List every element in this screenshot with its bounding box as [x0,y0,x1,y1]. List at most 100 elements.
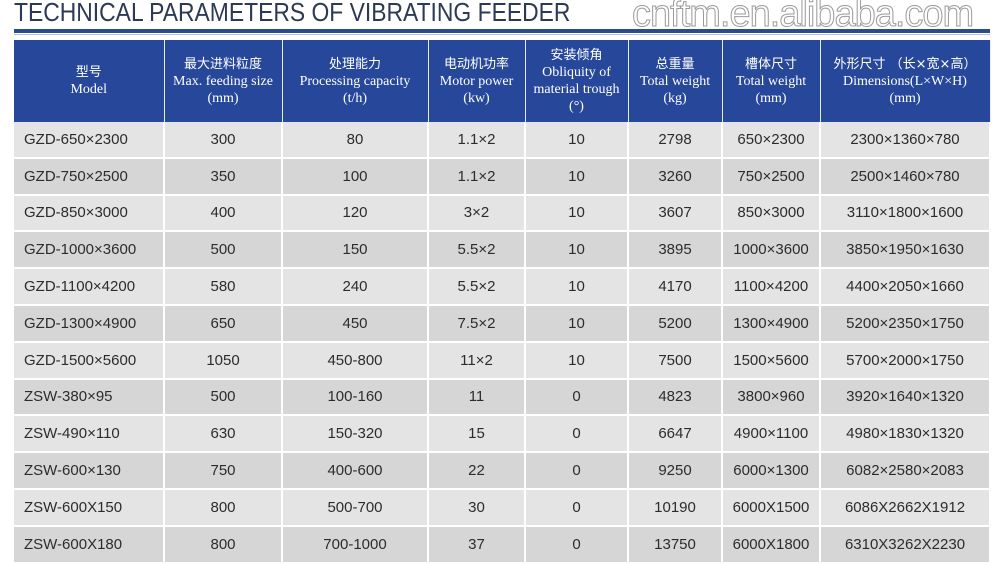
column-header: 电动机功率 Motor power (kw) [428,40,526,122]
table-cell: 10 [525,304,629,343]
table-cell: 6086X2662X1912 [820,488,991,527]
table-cell: GZD-1000×3600 [14,231,165,270]
table-cell: 10 [525,122,629,159]
table-cell: 6647 [628,415,723,454]
column-header-unit: (mm) [889,90,921,106]
table-cell: 10 [525,341,629,380]
table-cell: GZD-1100×4200 [14,268,165,306]
table-cell: 400-600 [282,452,429,490]
table-cell: 30 [428,488,526,527]
table-cell: 3800×960 [722,378,821,417]
table-cell: 10 [525,194,629,233]
table-cell: 1500×5600 [722,341,821,380]
table-row: GZD-1300×4900 650 450 7.5×2 10 5200 1300×4900 5… [14,304,991,343]
table-cell: 3260 [628,157,723,196]
table-cell: 10190 [628,488,723,527]
table-cell: 3110×1800×1600 [820,194,991,233]
column-header-cn: 安装倾角 [550,48,603,63]
column-header-en: Motor power [439,73,514,89]
table-row: ZSW-600×130 750 400-600 22 0 9250 6000×1300 608… [14,452,991,490]
table-cell: 9250 [628,452,723,490]
table-cell: 500 [164,378,283,417]
table-cell: 6000X1500 [722,488,821,527]
column-header-unit: (mm) [755,90,787,106]
table-row: GZD-650×2300 300 80 1.1×2 10 2798 650×2300 2300… [14,122,991,159]
table-cell: 300 [164,122,283,159]
column-header-en: Obliquity of material trough [533,65,620,97]
table-cell: 650×2300 [722,122,821,159]
table-cell: 150 [282,231,429,270]
column-header: 处理能力 Processing capacity (t/h) [282,40,429,122]
table-cell: 2300×1360×780 [820,122,991,159]
table-cell: 100-160 [282,378,429,417]
table-cell: ZSW-600X180 [14,525,165,564]
column-header-en: Processing capacity [299,73,411,89]
table-cell: 1.1×2 [428,122,526,159]
table-cell: 11×2 [428,341,526,380]
table-cell: 5.5×2 [428,268,526,306]
table-cell: 80 [282,122,429,159]
table-cell: 1300×4900 [722,304,821,343]
table-cell: 22 [428,452,526,490]
table-cell: 2798 [628,122,723,159]
parameters-table: 型号 Model 最大进料粒度 Max. feeding size (mm) 处理能力 Pr… [14,40,991,564]
column-header: 总重量 Total weight (kg) [628,40,723,122]
table-cell: 400 [164,194,283,233]
table-row: ZSW-490×110 630 150-320 15 0 6647 4900×1100 498… [14,415,991,454]
column-header-en: Total weight [735,73,807,89]
table-cell: 6082×2580×2083 [820,452,991,490]
column-header-unit: (kw) [463,90,490,106]
table-cell: 500 [164,231,283,270]
table-cell: 3920×1640×1320 [820,378,991,417]
table-cell: 4400×2050×1660 [820,268,991,306]
table-row: ZSW-600X180 800 700-1000 37 0 13750 6000X1800 6… [14,525,991,564]
table-cell: 1050 [164,341,283,380]
column-header-cn: 处理能力 [328,56,381,72]
column-header: 型号 Model [14,40,165,122]
table-cell: 5700×2000×1750 [820,341,991,380]
table-cell: ZSW-490×110 [14,415,165,454]
table-row: GZD-850×3000 400 120 3×2 10 3607 850×3000 3110×… [14,194,991,233]
table-cell: 750×2500 [722,157,821,196]
table-cell: 10 [525,268,629,306]
column-header-cn: 型号 [75,65,102,80]
table-cell: 3×2 [428,194,526,233]
column-header-cn: 电动机功率 [443,56,509,72]
table-cell: 0 [525,452,629,490]
column-header-cn: 槽体尺寸 [744,56,797,72]
table-row: GZD-750×2500 350 100 1.1×2 10 3260 750×2500 250… [14,157,991,196]
table-cell: 120 [282,194,429,233]
table-cell: 1000×3600 [722,231,821,270]
column-header-en: Max. feeding size [173,73,273,89]
table-cell: 500-700 [282,488,429,527]
table-cell: 6000X1800 [722,525,821,564]
table-cell: 350 [164,157,283,196]
table-cell: 450-800 [282,341,429,380]
table-cell: 150-320 [282,415,429,454]
table-cell: 0 [525,378,629,417]
table-cell: ZSW-600X150 [14,488,165,527]
column-header: 最大进料粒度 Max. feeding size (mm) [164,40,283,122]
table-cell: ZSW-600×130 [14,452,165,490]
table-cell: GZD-650×2300 [14,122,165,159]
column-header: 槽体尺寸 Total weight (mm) [722,40,821,122]
table-cell: 7500 [628,341,723,380]
table-cell: 4823 [628,378,723,417]
table-cell: 100 [282,157,429,196]
page-title: TECHNICAL PARAMETERS OF VIBRATING FEEDER [14,0,571,27]
table-cell: 800 [164,488,283,527]
table-cell: 1100×4200 [722,268,821,306]
table-cell: 700-1000 [282,525,429,564]
table-header-row: 型号 Model 最大进料粒度 Max. feeding size (mm) 处理能力 Pr… [14,40,991,122]
table-cell: 750 [164,452,283,490]
table-cell: 650 [164,304,283,343]
table-cell: 13750 [628,525,723,564]
table-cell: 3607 [628,194,723,233]
table-row: GZD-1000×3600 500 150 5.5×2 10 3895 1000×3600 3… [14,231,991,270]
table-cell: 6310X3262X2230 [820,525,991,564]
table-cell: 2500×1460×780 [820,157,991,196]
table-cell: 4900×1100 [722,415,821,454]
table-cell: GZD-850×3000 [14,194,165,233]
column-header-cn: 总重量 [655,56,695,72]
column-header-unit: (t/h) [342,90,368,106]
